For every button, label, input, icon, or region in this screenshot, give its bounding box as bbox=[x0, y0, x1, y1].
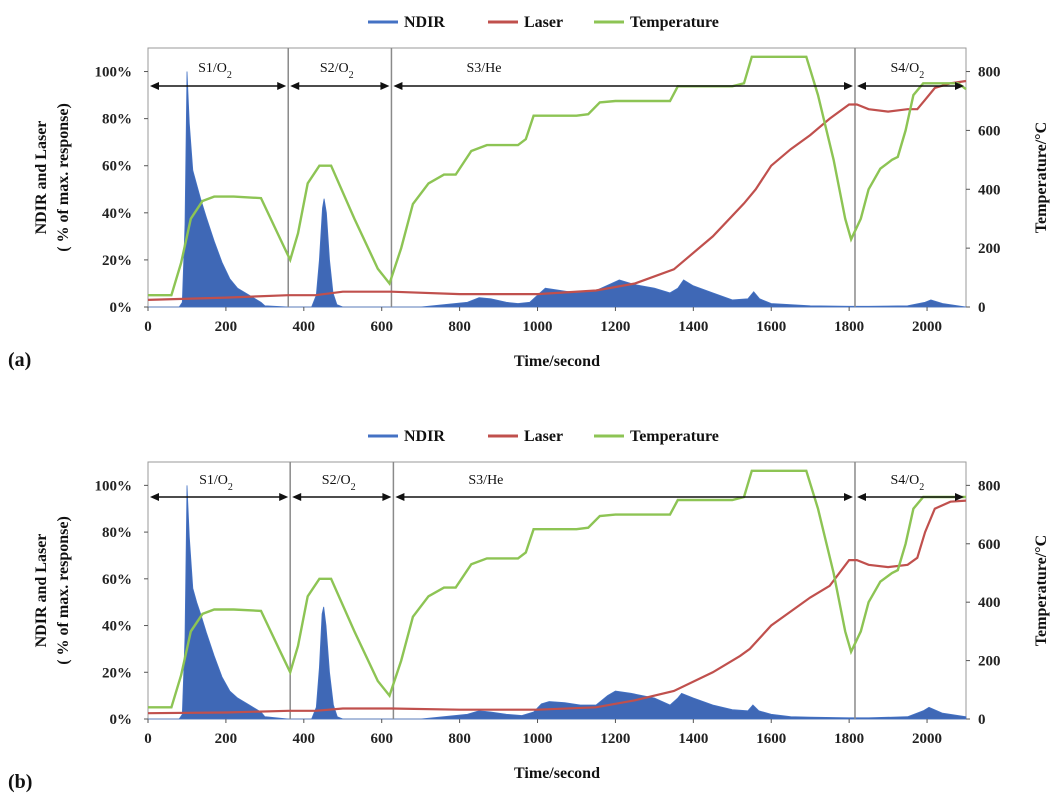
arrow-head-right bbox=[955, 82, 964, 90]
arrow-head-left bbox=[393, 82, 403, 90]
arrow-head-right bbox=[380, 82, 390, 90]
y2-tick-label: 200 bbox=[978, 241, 1001, 257]
arrow-head-left bbox=[292, 493, 302, 501]
laser-line bbox=[147, 499, 967, 715]
segment-label: S2/O2 bbox=[320, 61, 354, 81]
arrow-head-left bbox=[290, 82, 300, 90]
x-tick-label: 1000 bbox=[523, 731, 553, 747]
arrow-head-left bbox=[150, 82, 159, 90]
laser-line bbox=[147, 79, 967, 301]
y2-axis-title: Temperature/°C bbox=[1033, 122, 1050, 233]
y-tick-label: 0% bbox=[110, 712, 133, 728]
y2-axis-title: Temperature/°C bbox=[1033, 535, 1050, 646]
y-tick-label: 40% bbox=[102, 619, 132, 635]
y-axis-title-line1: NDIR and Laser bbox=[33, 121, 50, 235]
arrow-head-left bbox=[150, 493, 159, 501]
arrow-head-right bbox=[382, 493, 392, 501]
panel-label: (b) bbox=[8, 771, 32, 793]
segment-label: S3/He bbox=[468, 473, 503, 488]
legend-label: Temperature bbox=[630, 14, 719, 31]
y2-tick-label: 800 bbox=[978, 478, 1001, 494]
y2-tick-label: 400 bbox=[978, 595, 1001, 611]
y-tick-label: 80% bbox=[102, 112, 132, 128]
ndir-area bbox=[148, 485, 967, 720]
x-tick-label: 2000 bbox=[912, 731, 942, 747]
y-axis-title-line1: NDIR and Laser bbox=[33, 534, 50, 648]
legend-label: NDIR bbox=[404, 428, 445, 445]
panel-label: (a) bbox=[8, 349, 31, 371]
x-axis-title: Time/second bbox=[514, 353, 600, 370]
arrow-head-right bbox=[277, 82, 287, 90]
segment-label: S4/O2 bbox=[890, 473, 924, 493]
y-axis-title-line2: ( % of max. response) bbox=[55, 103, 72, 252]
legend: NDIR Laser Temperature bbox=[368, 14, 719, 31]
y-tick-label: 100% bbox=[95, 65, 133, 81]
y-tick-label: 60% bbox=[102, 572, 132, 588]
x-tick-label: 1400 bbox=[678, 319, 708, 335]
y2-tick-label: 0 bbox=[978, 300, 986, 316]
y2-tick-label: 600 bbox=[978, 123, 1001, 139]
x-tick-label: 800 bbox=[448, 319, 471, 335]
y-tick-label: 100% bbox=[95, 478, 133, 494]
x-tick-label: 1800 bbox=[834, 319, 864, 335]
x-tick-label: 1200 bbox=[600, 731, 630, 747]
arrow-head-right bbox=[843, 493, 853, 501]
segment-label: S4/O2 bbox=[890, 61, 924, 81]
x-tick-label: 400 bbox=[293, 731, 316, 747]
x-tick-label: 0 bbox=[144, 731, 152, 747]
chart-panel-a: NDIR Laser Temperature S1/O2 S2/O2 S3/He S4/O2… bbox=[8, 14, 1050, 371]
plot-frame bbox=[147, 47, 967, 308]
segment-label: S2/O2 bbox=[322, 473, 356, 493]
arrow-head-right bbox=[955, 493, 964, 501]
temperature-line bbox=[148, 55, 967, 297]
y-tick-label: 80% bbox=[102, 525, 132, 541]
x-tick-label: 400 bbox=[293, 319, 316, 335]
plot-frame bbox=[147, 461, 967, 720]
arrow-head-left bbox=[395, 493, 405, 501]
x-tick-label: 800 bbox=[448, 731, 471, 747]
y2-tick-label: 800 bbox=[978, 65, 1001, 81]
y-tick-label: 40% bbox=[102, 206, 132, 222]
legend-label: NDIR bbox=[404, 14, 445, 31]
legend: NDIR Laser Temperature bbox=[368, 428, 719, 445]
chart-panel-b: NDIR Laser Temperature S1/O2 S2/O2 S3/He S4/O2… bbox=[8, 428, 1050, 793]
y2-tick-label: 200 bbox=[978, 654, 1001, 670]
arrow-head-right bbox=[279, 493, 289, 501]
x-tick-label: 0 bbox=[144, 319, 152, 335]
x-tick-label: 600 bbox=[370, 731, 393, 747]
arrow-head-left bbox=[856, 493, 866, 501]
y-axis-title-line2: ( % of max. response) bbox=[55, 516, 72, 665]
y2-tick-label: 600 bbox=[978, 537, 1001, 553]
segment-label: S1/O2 bbox=[198, 61, 232, 81]
x-tick-label: 1600 bbox=[756, 731, 786, 747]
y2-tick-label: 0 bbox=[978, 712, 986, 728]
x-tick-label: 1800 bbox=[834, 731, 864, 747]
segment-label: S3/He bbox=[466, 61, 501, 76]
x-tick-label: 2000 bbox=[912, 319, 942, 335]
ndir-area bbox=[148, 71, 967, 308]
y-tick-label: 0% bbox=[110, 300, 133, 316]
x-tick-label: 1400 bbox=[678, 731, 708, 747]
segment-label: S1/O2 bbox=[199, 473, 233, 493]
x-tick-label: 200 bbox=[215, 319, 238, 335]
x-tick-label: 1600 bbox=[756, 319, 786, 335]
x-tick-label: 200 bbox=[215, 731, 238, 747]
y-tick-label: 60% bbox=[102, 159, 132, 175]
x-axis-title: Time/second bbox=[514, 765, 600, 782]
legend-label: Temperature bbox=[630, 428, 719, 445]
arrow-head-right bbox=[843, 82, 853, 90]
y-tick-label: 20% bbox=[102, 665, 132, 681]
temperature-line bbox=[148, 469, 966, 709]
x-tick-label: 1200 bbox=[600, 319, 630, 335]
x-tick-label: 600 bbox=[370, 319, 393, 335]
x-tick-label: 1000 bbox=[523, 319, 553, 335]
legend-label: Laser bbox=[524, 428, 563, 445]
y-tick-label: 20% bbox=[102, 253, 132, 269]
y2-tick-label: 400 bbox=[978, 182, 1001, 198]
legend-label: Laser bbox=[524, 14, 563, 31]
arrow-head-left bbox=[856, 82, 866, 90]
